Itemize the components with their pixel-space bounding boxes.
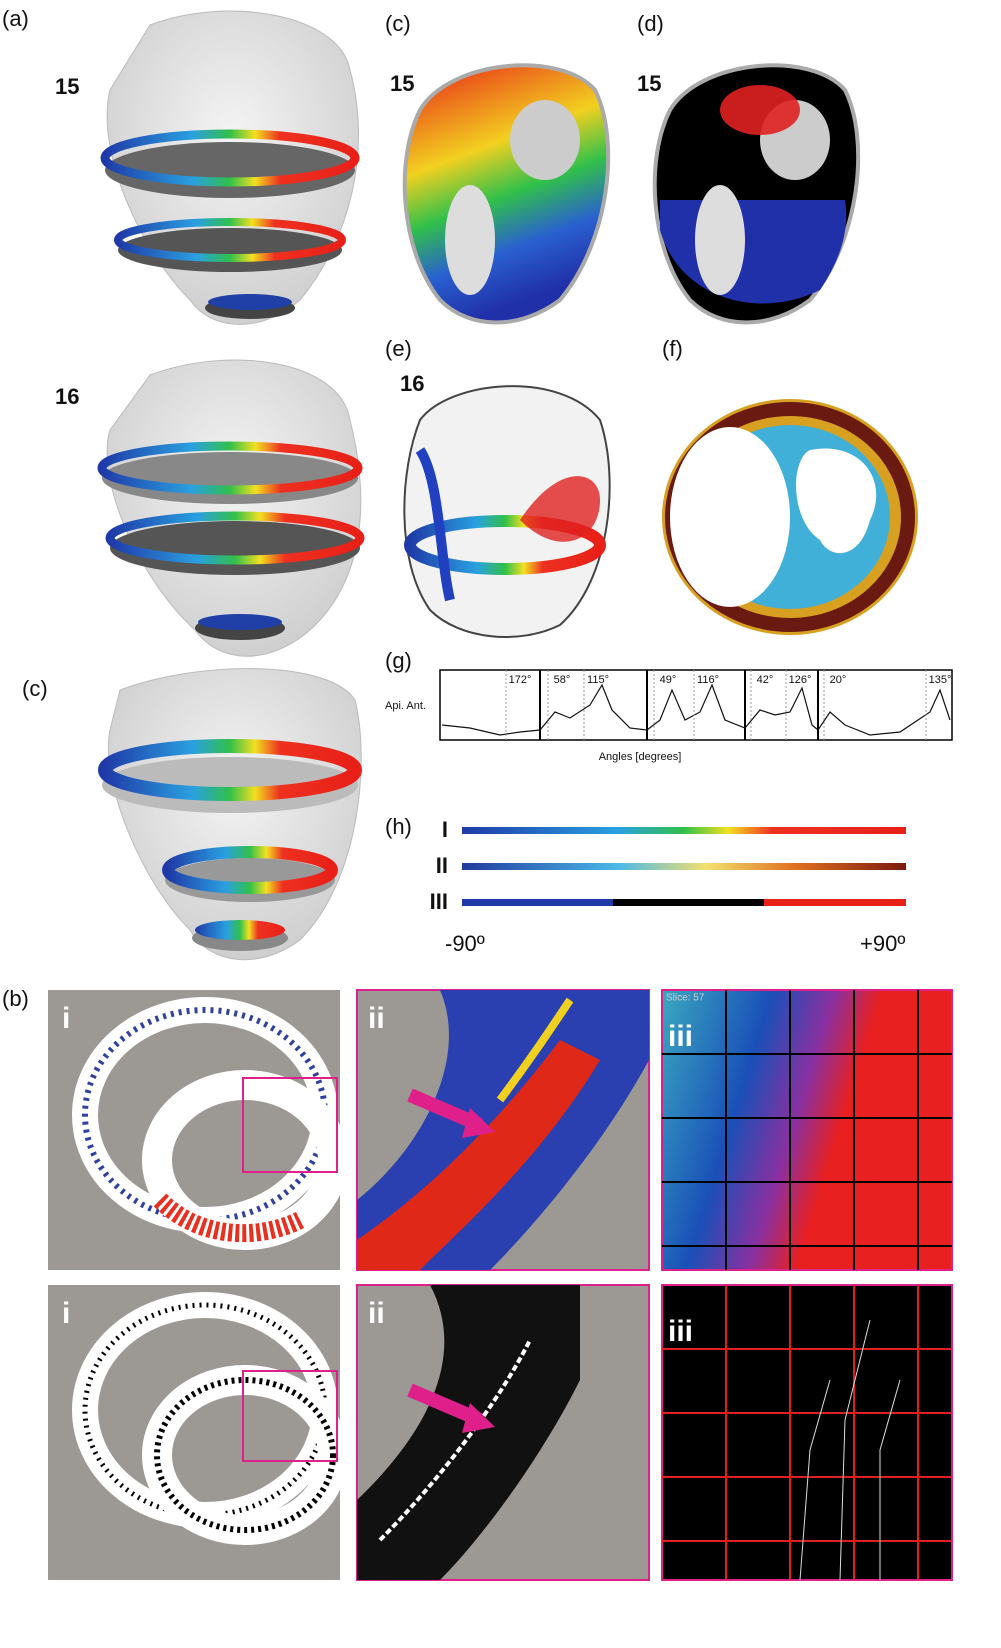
colorbar-iii (462, 899, 906, 906)
angle-label: 116° (697, 674, 719, 686)
panel-label: (b) (2, 986, 29, 1011)
subpanel-label: ii (368, 1297, 385, 1330)
heart-a-16 (102, 360, 361, 656)
y-label: Api. Ant. (385, 700, 426, 712)
colorbar-ii (462, 863, 906, 870)
angle-label: 115° (587, 674, 609, 686)
panel-b-bottom (48, 1285, 952, 1580)
heart-e (404, 386, 609, 637)
panel-label: (a) (2, 6, 29, 31)
slice-number: 15 (55, 74, 79, 99)
angle-label: 135° (929, 674, 952, 686)
heart-c (405, 65, 608, 322)
subpanel-label: iii (668, 1020, 693, 1053)
subpanel-label: i (62, 1002, 70, 1035)
subpanel-label: iii (668, 1315, 693, 1348)
panel-label: (c) (385, 11, 411, 36)
panel-label: (g) (385, 648, 412, 673)
panel-label: (h) (385, 814, 412, 839)
angle-label: 20° (830, 674, 847, 686)
max-label: +90º (860, 931, 905, 956)
row-label: I (442, 817, 448, 842)
heart-d (655, 65, 858, 322)
slice-number: 15 (390, 71, 414, 96)
panel-label: (f) (662, 336, 683, 361)
slice-label: Slice: 57 (666, 993, 705, 1004)
angle-label: 49° (660, 674, 677, 686)
heart-a-15 (105, 11, 359, 324)
panel-b-top (48, 990, 952, 1270)
x-label: Angles [degrees] (599, 751, 682, 763)
row-label: II (436, 853, 448, 878)
angle-label: 42° (757, 674, 774, 686)
panel-label: (c) (22, 676, 48, 701)
figure: (a) 15 16 (c) (c) 15 (d) 15 (e) 16 (f) (… (0, 0, 1001, 1648)
colorbar-i (462, 827, 906, 834)
subpanel-label: i (62, 1297, 70, 1330)
panel-label: (d) (637, 11, 664, 36)
angle-label: 126° (789, 674, 812, 686)
panel-label: (e) (385, 336, 412, 361)
heart-a-lower (102, 669, 361, 960)
angle-label: 58° (554, 674, 571, 686)
slice-number: 16 (55, 384, 79, 409)
slice-number: 15 (637, 71, 661, 96)
ring-f (662, 399, 918, 635)
slice-number: 16 (400, 371, 424, 396)
min-label: -90º (445, 931, 485, 956)
subpanel-label: ii (368, 1002, 385, 1035)
row-label: III (430, 889, 448, 914)
angle-label: 172° (509, 674, 532, 686)
